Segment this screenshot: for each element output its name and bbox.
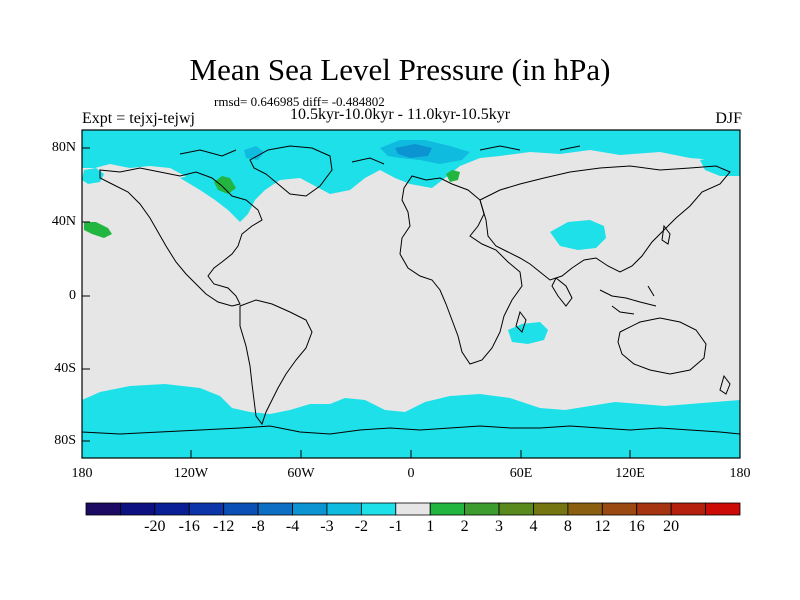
colorbar-label: 16 <box>628 518 645 535</box>
colorbar-label: -8 <box>251 518 265 535</box>
season-label: DJF <box>715 110 742 127</box>
east-asia-negative-anomaly <box>550 220 606 250</box>
period-comparison: 10.5kyr-10.0kyr - 11.0kyr-10.5kyr <box>290 106 511 123</box>
antarctica-coast <box>82 425 740 435</box>
north-america-coast <box>99 167 263 307</box>
asia-coast <box>479 165 731 281</box>
greenland-blue-spot <box>244 146 264 160</box>
colorbar-swatch <box>223 502 259 516</box>
greenland-coast <box>249 145 333 197</box>
colorbar-label: -4 <box>285 518 300 535</box>
new-zealand-coast <box>719 374 731 395</box>
colorbar-label: 20 <box>663 518 680 535</box>
colorbar-swatch <box>120 502 156 516</box>
india-coast <box>551 277 573 307</box>
colorbar-label: -2 <box>354 518 369 535</box>
colorbar-label: 8 <box>563 518 572 535</box>
colorbar-swatch <box>326 502 362 516</box>
colorbar-swatch <box>395 502 431 516</box>
lat-label-40n: 40N <box>51 214 76 229</box>
colorbar-label: 1 <box>426 518 435 535</box>
colorbar-swatch <box>85 502 121 516</box>
australia-coast <box>617 317 707 375</box>
colorbar-swatch <box>154 502 190 516</box>
madagascar-coast <box>515 310 527 333</box>
colorbar-swatch <box>292 502 328 516</box>
colorbar-swatch <box>257 502 293 516</box>
north-pacific-patch <box>82 168 104 184</box>
colorbar-label: -12 <box>213 518 235 535</box>
colorbar-swatch <box>429 502 466 516</box>
lon-label-0: 0 <box>407 466 415 481</box>
lat-label-40s: 40S <box>54 361 76 376</box>
axis-ticks <box>81 147 741 458</box>
arctic-negative-anomaly <box>82 130 740 205</box>
colorbar-swatch <box>670 502 706 516</box>
map-title: Mean Sea Level Pressure (in hPa) <box>189 52 611 87</box>
coastlines <box>82 145 740 435</box>
colorbar-swatch <box>705 502 741 516</box>
colorbar-swatch <box>360 502 397 516</box>
colorbar-swatch <box>601 502 638 516</box>
hudson-positive-anomaly <box>214 176 236 194</box>
colorbar-label: -16 <box>178 518 200 535</box>
south-america-coast <box>239 299 313 426</box>
colorbar-label: -20 <box>144 518 166 535</box>
southern-ocean-negative-anomaly <box>82 384 740 458</box>
lon-label-120e: 120E <box>615 466 645 481</box>
colorbar-swatch <box>464 502 500 516</box>
colorbar-label: 4 <box>529 518 538 535</box>
colorbar-swatch <box>188 502 225 516</box>
lon-label-60e: 60E <box>509 466 533 481</box>
lat-label-80s: 80S <box>54 433 76 448</box>
colorbar-swatch <box>636 502 672 516</box>
anomaly-fields <box>82 130 740 458</box>
colorbar-label: 12 <box>594 518 611 535</box>
colorbar-swatch <box>498 502 534 516</box>
southeast-asia-islands <box>599 285 657 315</box>
colorbar-label: 2 <box>460 518 469 535</box>
lon-label-180w: 180 <box>71 466 93 481</box>
rmsd-diff-stats: rmsd= 0.646985 diff= -0.484802 <box>214 94 385 109</box>
scandinavia-positive-anomaly <box>446 170 460 182</box>
lat-label-80n: 80N <box>51 140 76 155</box>
colorbar-label: -3 <box>320 518 334 535</box>
east-siberia-patch <box>700 156 740 176</box>
lon-label-120w: 120W <box>173 466 209 481</box>
japan-coast <box>661 224 671 245</box>
lon-label-60w: 60W <box>287 466 315 481</box>
experiment-label: Expt = tejxj-tejwj <box>82 110 195 127</box>
colorbar-swatch <box>533 502 569 516</box>
colorbar-swatch <box>567 502 603 516</box>
arctic-islands <box>179 145 581 165</box>
baffin-negative-anomaly <box>180 174 255 222</box>
lon-label-180e: 180 <box>729 466 751 481</box>
lat-label-eq: 0 <box>69 288 76 303</box>
colorbar-label: 3 <box>495 518 504 535</box>
barents-core-anomaly <box>395 144 432 158</box>
colorbar <box>85 502 741 516</box>
colorbar-label: -1 <box>389 518 403 535</box>
pacific-positive-anomaly <box>84 222 112 238</box>
